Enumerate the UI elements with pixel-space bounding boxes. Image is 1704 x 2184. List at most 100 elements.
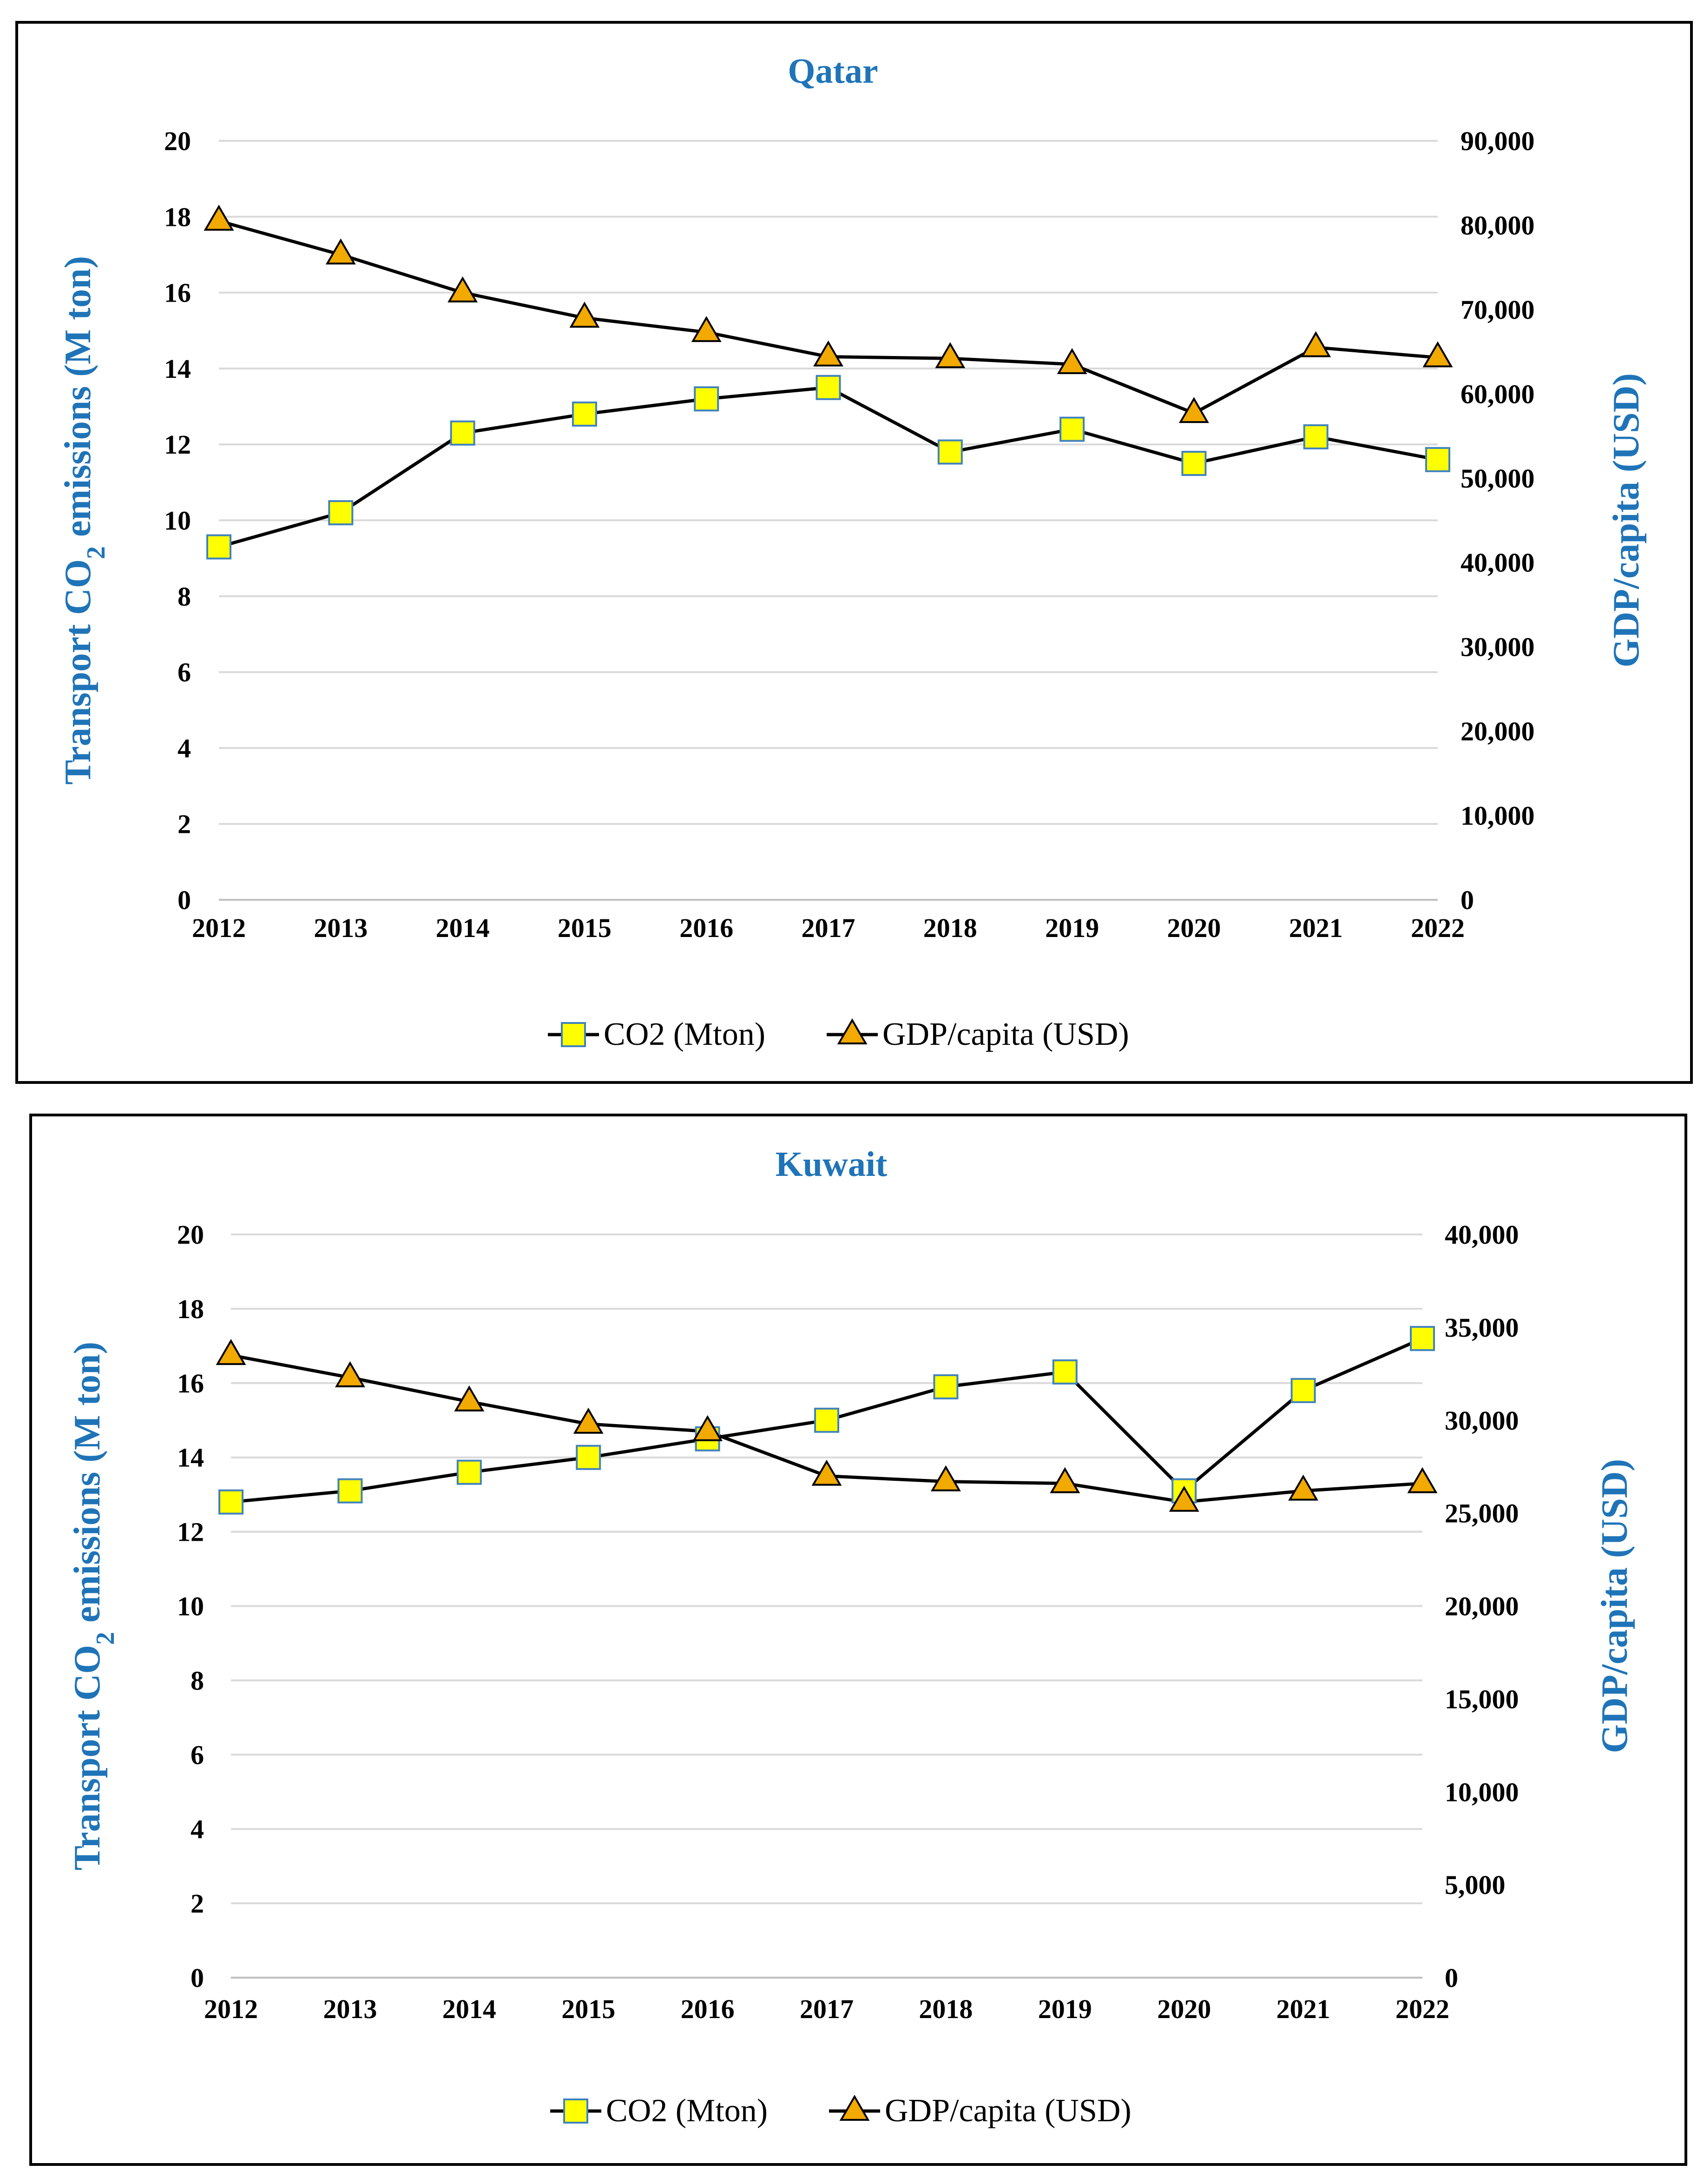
qatar-gdp-capita-usd-point xyxy=(691,316,722,342)
kuwait-gdp-capita-usd-point xyxy=(692,1415,723,1441)
qatar-gdp-capita-usd-point xyxy=(325,238,356,264)
kuwait-chart-panel: Kuwait 0 2 4 6 8 10 12 14 16 18 20 0 5,000 10,000 15,00… xyxy=(29,1114,1687,2166)
kuwait-gdp-capita-usd-point xyxy=(454,1385,485,1412)
qatar-right-tick-label: 30,000 xyxy=(1461,632,1535,662)
qatar-left-tick-label: 6 xyxy=(178,657,191,687)
kuwait-co2-mton-point xyxy=(456,1459,482,1485)
kuwait-left-tick-label: 2 xyxy=(191,1888,204,1919)
kuwait-x-tick-label: 2013 xyxy=(323,1994,377,2024)
qatar-x-tick-label: 2014 xyxy=(436,913,490,943)
qatar-chart: Qatar 0 2 4 6 8 10 12 14 16 18 20 0 10,000 20,000 30,00… xyxy=(58,52,1647,1052)
kuwait-co2-mton-point xyxy=(1052,1359,1078,1385)
qatar-legend-label: GDP/capita (USD) xyxy=(882,1016,1129,1052)
kuwait-gdp-capita-usd-point xyxy=(335,1361,365,1387)
qatar-legend-square-marker xyxy=(561,1022,586,1047)
qatar-gdp-capita-usd-point xyxy=(813,340,843,367)
kuwait-gdp-capita-usd-point xyxy=(1288,1474,1319,1501)
qatar-x-tick-label: 2015 xyxy=(558,913,612,943)
kuwait-gdp-capita-usd-point xyxy=(1050,1467,1080,1493)
kuwait-left-tick-label: 18 xyxy=(177,1294,204,1324)
qatar-co2-mton-point xyxy=(572,401,597,427)
qatar-gdp-capita-usd-point xyxy=(569,302,600,328)
qatar-gdp-capita-usd-point xyxy=(1057,348,1087,374)
kuwait-gdp-capita-usd-point xyxy=(573,1407,604,1434)
qatar-left-tick-label: 2 xyxy=(178,809,191,839)
kuwait-co2-mton-point xyxy=(814,1407,839,1433)
kuwait-co2-mton-point xyxy=(933,1374,959,1399)
qatar-left-tick-label: 10 xyxy=(164,506,191,536)
qatar-chart-title: Qatar xyxy=(788,52,878,91)
kuwait-x-tick-label: 2018 xyxy=(919,1994,973,2024)
qatar-co2-mton-point xyxy=(1059,416,1085,442)
kuwait-gdp-capita-usd-point xyxy=(1169,1485,1199,1512)
qatar-legend: CO2 (Mton) GDP/capita (USD) xyxy=(548,1016,1129,1052)
kuwait-right-tick-label: 35,000 xyxy=(1445,1313,1519,1343)
qatar-gdp-capita-usd-point xyxy=(1301,331,1331,357)
qatar-legend-label: CO2 (Mton) xyxy=(604,1016,765,1052)
kuwait-right-tick-label: 20,000 xyxy=(1445,1591,1519,1622)
qatar-co2-mton-line xyxy=(218,386,1438,549)
qatar-x-tick-label: 2017 xyxy=(802,913,855,943)
kuwait-legend-triangle-marker xyxy=(839,2095,870,2121)
kuwait-left-tick-label: 8 xyxy=(191,1665,204,1696)
qatar-x-tick-label: 2016 xyxy=(679,913,733,943)
kuwait-gridlines xyxy=(231,1234,1422,1979)
qatar-co2-mton-points xyxy=(206,375,1450,560)
qatar-x-tick-label: 2021 xyxy=(1289,913,1343,943)
kuwait-right-tick-label: 5,000 xyxy=(1445,1870,1506,1900)
qatar-x-tick-label: 2012 xyxy=(192,913,246,943)
kuwait-legend-label: CO2 (Mton) xyxy=(606,2093,768,2129)
kuwait-right-tick-label: 10,000 xyxy=(1445,1777,1519,1807)
qatar-left-axis-title: Transport CO2 emissions (M ton) xyxy=(58,256,111,785)
qatar-right-tick-label: 90,000 xyxy=(1461,126,1535,156)
kuwait-left-tick-label: 12 xyxy=(177,1517,204,1547)
kuwait-co2-mton-point xyxy=(1290,1378,1316,1403)
qatar-right-tick-label: 70,000 xyxy=(1461,295,1535,325)
kuwait-co2-mton-point xyxy=(218,1489,243,1515)
qatar-co2-mton-point xyxy=(1425,447,1450,472)
kuwait-legend: CO2 (Mton) GDP/capita (USD) xyxy=(550,2093,1132,2129)
qatar-chart-panel: Qatar 0 2 4 6 8 10 12 14 16 18 20 0 10,000 20,000 30,00… xyxy=(15,21,1693,1084)
kuwait-left-tick-label: 20 xyxy=(177,1220,204,1250)
qatar-right-axis-title: GDP/capita (USD) xyxy=(1606,373,1647,667)
qatar-co2-mton-point xyxy=(206,534,231,560)
kuwait-gdp-capita-usd-point xyxy=(1407,1467,1438,1493)
qatar-x-tick-label: 2018 xyxy=(923,913,977,943)
kuwait-right-tick-label: 25,000 xyxy=(1445,1498,1519,1529)
qatar-right-tick-label: 50,000 xyxy=(1461,463,1535,494)
kuwait-right-tick-label: 0 xyxy=(1445,1963,1458,1993)
qatar-right-tick-label: 10,000 xyxy=(1461,801,1535,831)
kuwait-left-tick-label: 16 xyxy=(177,1368,204,1399)
qatar-left-tick-label: 4 xyxy=(178,733,191,763)
kuwait-x-tick-label: 2012 xyxy=(204,1994,258,2024)
kuwait-x-tick-label: 2021 xyxy=(1276,1994,1330,2024)
kuwait-gdp-capita-usd-point xyxy=(216,1339,246,1365)
qatar-x-tick-label: 2020 xyxy=(1167,913,1221,943)
qatar-x-tick-label: 2019 xyxy=(1045,913,1099,943)
qatar-gdp-capita-usd-points xyxy=(204,205,1453,423)
kuwait-co2-mton-point xyxy=(337,1478,363,1504)
kuwait-left-tick-label: 0 xyxy=(191,1963,204,1993)
qatar-gdp-capita-usd-point xyxy=(447,276,478,303)
kuwait-x-tick-label: 2022 xyxy=(1395,1994,1449,2024)
kuwait-x-tick-label: 2014 xyxy=(442,1994,496,2024)
kuwait-right-tick-label: 40,000 xyxy=(1445,1220,1519,1250)
qatar-right-tick-label: 0 xyxy=(1461,885,1474,915)
qatar-left-tick-label: 8 xyxy=(178,581,191,612)
kuwait-right-tick-label: 15,000 xyxy=(1445,1684,1519,1714)
qatar-left-tick-label: 16 xyxy=(164,278,191,308)
qatar-co2-mton-point xyxy=(1303,424,1329,449)
qatar-right-tick-label: 60,000 xyxy=(1461,379,1535,409)
kuwait-left-tick-label: 14 xyxy=(177,1443,204,1473)
qatar-left-tick-label: 20 xyxy=(164,126,191,156)
kuwait-chart-title: Kuwait xyxy=(776,1145,888,1184)
qatar-gdp-capita-usd-point xyxy=(1422,341,1453,368)
kuwait-x-tick-label: 2017 xyxy=(800,1994,854,2024)
kuwait-x-tick-label: 2019 xyxy=(1038,1994,1092,2024)
kuwait-legend-label: GDP/capita (USD) xyxy=(885,2093,1132,2129)
qatar-co2-mton-point xyxy=(1181,451,1207,476)
qatar-legend-triangle-marker xyxy=(837,1018,868,1044)
qatar-left-tick-label: 12 xyxy=(164,429,191,460)
qatar-left-tick-label: 14 xyxy=(164,354,191,384)
qatar-co2-mton-point xyxy=(937,439,963,465)
